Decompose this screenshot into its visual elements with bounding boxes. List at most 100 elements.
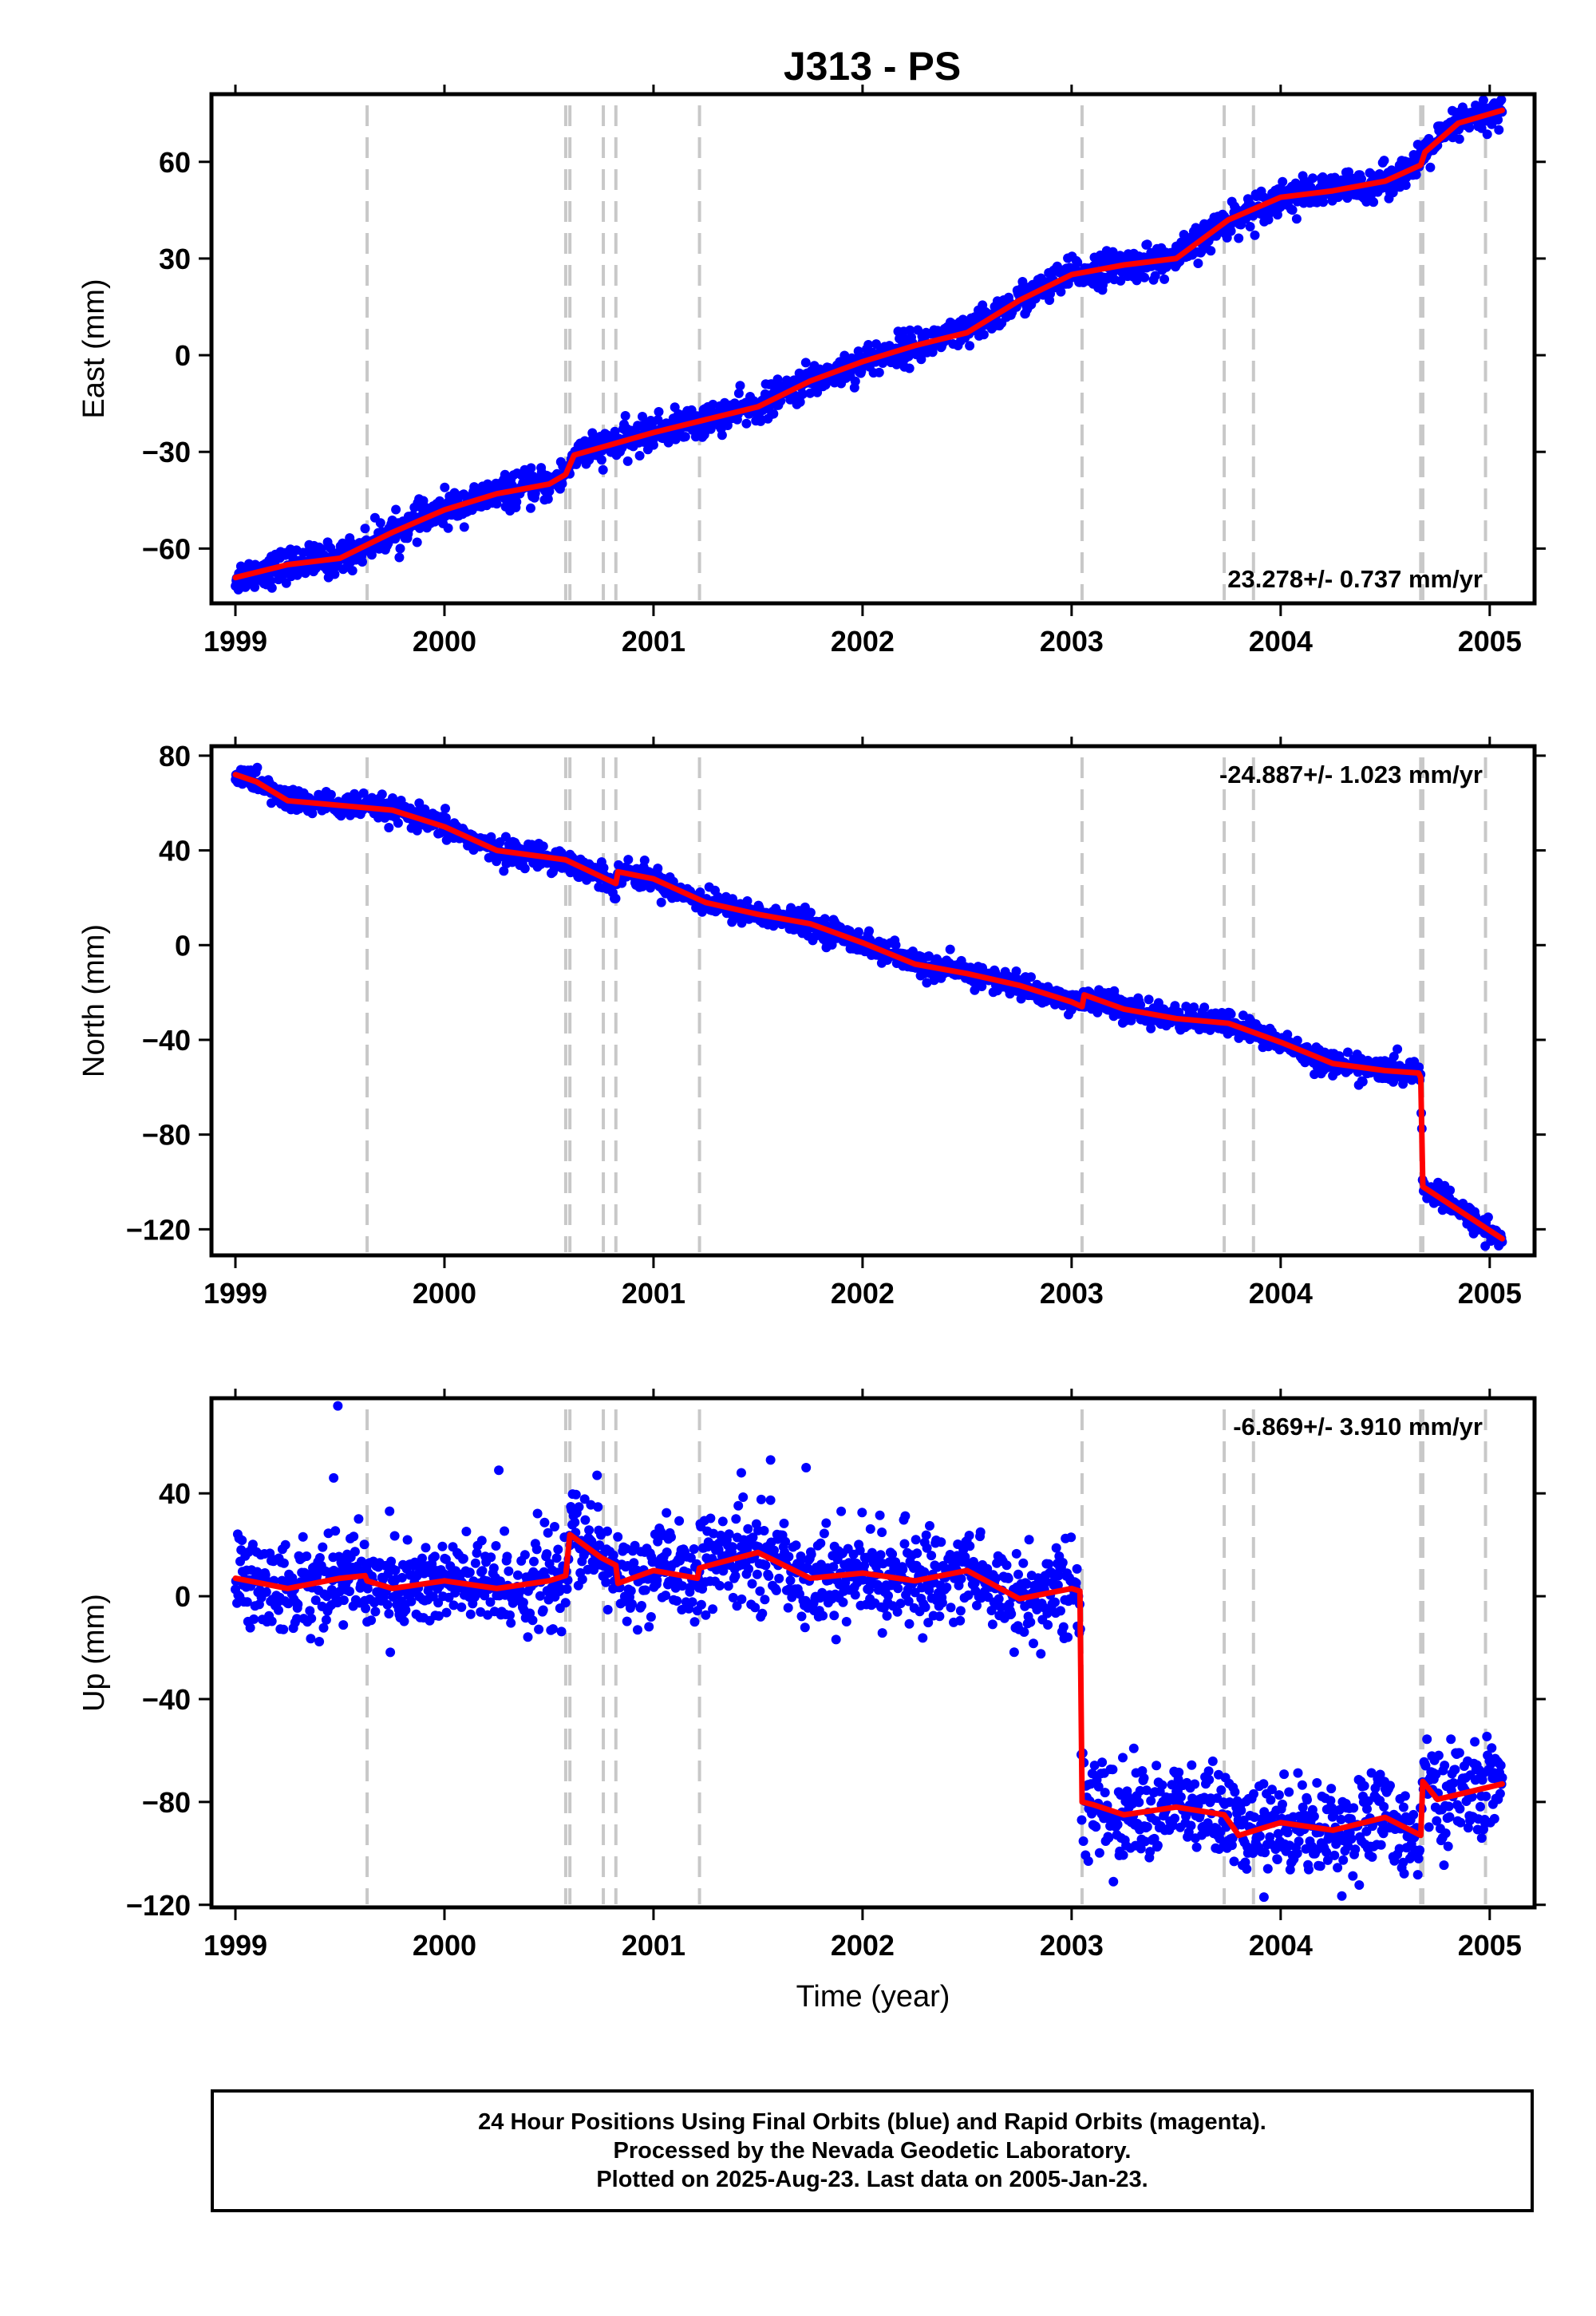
observation-point xyxy=(1072,1563,1082,1574)
y-tick-label: −120 xyxy=(126,1213,191,1246)
observation-point xyxy=(539,1517,550,1528)
observation-point xyxy=(904,363,915,373)
observation-point xyxy=(476,1535,487,1546)
observation-point xyxy=(853,927,863,937)
observation-points xyxy=(231,762,1507,1251)
observation-point xyxy=(937,1598,947,1608)
observation-point xyxy=(507,857,517,868)
observation-point xyxy=(279,1624,289,1634)
observation-point xyxy=(1146,1023,1156,1034)
observation-point xyxy=(1056,1606,1065,1616)
observation-point xyxy=(306,1634,316,1644)
observation-point xyxy=(382,1599,393,1610)
observation-point xyxy=(1019,1627,1029,1637)
observation-point xyxy=(551,1553,562,1563)
observation-point xyxy=(714,1580,725,1591)
observation-point xyxy=(1287,205,1298,215)
x-tick-label: 2003 xyxy=(1040,1277,1104,1310)
observation-point xyxy=(527,1615,538,1626)
observation-point xyxy=(1036,1649,1046,1659)
observation-point xyxy=(875,1510,885,1520)
y-tick-label: 0 xyxy=(175,339,191,372)
observation-point xyxy=(747,1579,757,1589)
observation-point xyxy=(506,1618,516,1628)
observation-point xyxy=(321,1614,331,1625)
observation-point xyxy=(622,456,633,466)
observation-point xyxy=(1245,222,1255,231)
observation-point xyxy=(390,1565,401,1575)
observation-point xyxy=(743,1524,753,1534)
observation-point xyxy=(1494,124,1504,135)
observation-point xyxy=(534,1624,544,1634)
plot-frame xyxy=(209,92,1537,606)
observation-point xyxy=(795,397,805,407)
observation-point xyxy=(871,339,881,350)
observation-point xyxy=(689,1617,700,1627)
observation-point xyxy=(1051,1543,1061,1553)
observation-point xyxy=(672,1596,682,1606)
observation-point xyxy=(461,1527,472,1536)
observation-point xyxy=(1411,169,1421,180)
observation-point xyxy=(821,1518,832,1528)
observation-point xyxy=(1136,1000,1146,1010)
observation-point xyxy=(245,1622,255,1633)
y-tick-label: 60 xyxy=(159,146,191,179)
x-tick-label: 1999 xyxy=(203,1277,267,1310)
observation-point xyxy=(634,451,645,460)
observation-point xyxy=(1343,1047,1353,1057)
observation-point xyxy=(916,354,926,365)
observation-point xyxy=(1445,1185,1456,1196)
observation-point xyxy=(756,416,766,426)
observation-point xyxy=(596,455,606,465)
observation-point xyxy=(654,407,664,417)
x-tick-label: 2003 xyxy=(1040,625,1104,658)
observation-point xyxy=(1043,1620,1053,1630)
observation-point xyxy=(280,1539,290,1550)
observation-point xyxy=(805,907,816,918)
observation-point xyxy=(695,887,705,897)
observation-point xyxy=(829,1611,839,1621)
observation-point xyxy=(1057,1558,1068,1567)
observation-point xyxy=(287,1573,298,1583)
observation-point xyxy=(562,1584,572,1595)
observation-point xyxy=(626,1586,636,1596)
observation-point xyxy=(946,1603,956,1613)
observation-point xyxy=(638,412,647,421)
observation-point xyxy=(737,1594,747,1604)
observation-point xyxy=(1464,123,1475,133)
observation-point xyxy=(358,557,367,567)
observation-point xyxy=(1011,1548,1021,1559)
observation-point xyxy=(733,388,744,398)
observation-point xyxy=(662,1547,672,1557)
observation-point xyxy=(1044,1559,1054,1569)
observation-point xyxy=(504,1566,514,1576)
observation-point xyxy=(1179,230,1189,239)
observation-point xyxy=(318,1622,329,1633)
observation-point xyxy=(310,1595,321,1606)
observation-point xyxy=(519,864,530,874)
observation-point xyxy=(639,856,650,865)
observation-point xyxy=(646,1612,656,1622)
observation-point xyxy=(349,1531,359,1542)
observation-point xyxy=(924,951,934,961)
observation-point xyxy=(798,389,808,399)
observation-point xyxy=(459,522,469,532)
observation-point xyxy=(1144,994,1154,1005)
x-tick-label: 2000 xyxy=(413,1277,476,1310)
observation-point xyxy=(895,1599,906,1609)
observation-point xyxy=(602,1526,612,1536)
panel-up: 1999 2000 2001 2002 2003 2004 2005−120−80−4004… xyxy=(77,1389,1546,2014)
observation-point xyxy=(818,1611,828,1621)
observation-point xyxy=(252,762,263,773)
observation-point xyxy=(1226,226,1236,236)
observation-point xyxy=(464,1567,475,1578)
observation-point xyxy=(361,1603,371,1614)
observation-point xyxy=(488,1563,499,1573)
observation-point xyxy=(362,1583,373,1594)
observation-point xyxy=(831,1634,841,1645)
observation-point xyxy=(623,855,634,865)
observation-point xyxy=(816,1538,826,1548)
observation-point xyxy=(783,1603,793,1613)
y-tick-label: 0 xyxy=(175,929,191,962)
observation-point xyxy=(696,1599,706,1610)
